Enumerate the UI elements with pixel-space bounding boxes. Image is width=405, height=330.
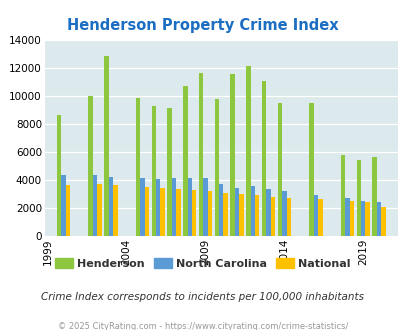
Bar [151, 106, 156, 236]
Bar [250, 186, 254, 236]
Bar [277, 103, 281, 236]
Bar [167, 108, 171, 236]
Bar [171, 179, 176, 236]
Bar [66, 185, 70, 236]
Bar [183, 86, 187, 236]
Bar [313, 195, 317, 236]
Bar [113, 185, 117, 236]
Bar [176, 189, 180, 236]
Bar [198, 73, 203, 236]
Bar [317, 199, 322, 236]
Bar [214, 98, 219, 236]
Bar [230, 74, 234, 236]
Bar [261, 81, 266, 236]
Bar [144, 187, 149, 236]
Bar [286, 198, 290, 236]
Bar [364, 202, 369, 236]
Text: Henderson Property Crime Index: Henderson Property Crime Index [67, 18, 338, 33]
Bar [254, 195, 259, 236]
Bar [207, 191, 211, 236]
Bar [376, 202, 380, 236]
Bar [57, 115, 61, 236]
Bar [203, 179, 207, 236]
Bar [270, 197, 275, 236]
Bar [160, 188, 164, 236]
Bar [61, 175, 66, 236]
Bar [219, 184, 223, 236]
Bar [239, 194, 243, 236]
Bar [281, 191, 286, 236]
Bar [380, 207, 385, 236]
Bar [187, 179, 192, 236]
Bar [266, 189, 270, 236]
Bar [360, 201, 364, 236]
Bar [93, 175, 97, 236]
Legend: Henderson, North Carolina, National: Henderson, North Carolina, National [51, 254, 354, 273]
Bar [356, 159, 360, 236]
Bar [109, 177, 113, 236]
Bar [245, 66, 250, 236]
Bar [88, 96, 93, 236]
Bar [223, 193, 227, 236]
Bar [371, 157, 376, 236]
Text: © 2025 CityRating.com - https://www.cityrating.com/crime-statistics/: © 2025 CityRating.com - https://www.city… [58, 322, 347, 330]
Bar [97, 184, 102, 236]
Bar [309, 103, 313, 236]
Bar [104, 56, 109, 236]
Bar [344, 198, 349, 236]
Bar [156, 179, 160, 236]
Bar [234, 187, 239, 236]
Bar [140, 179, 144, 236]
Bar [135, 98, 140, 236]
Bar [340, 154, 344, 236]
Bar [349, 201, 353, 236]
Bar [192, 190, 196, 236]
Text: Crime Index corresponds to incidents per 100,000 inhabitants: Crime Index corresponds to incidents per… [41, 292, 364, 302]
